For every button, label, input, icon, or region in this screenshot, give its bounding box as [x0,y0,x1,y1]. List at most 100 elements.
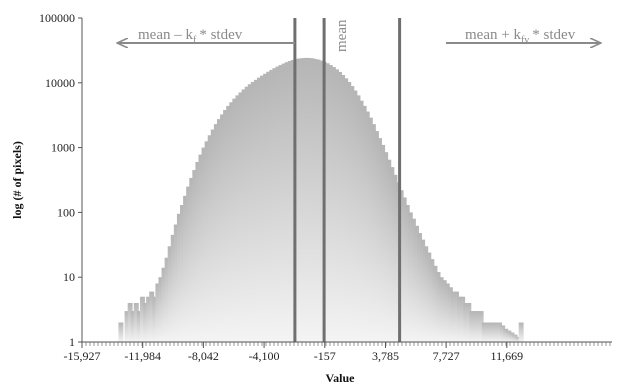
histogram-bar [161,267,167,342]
histogram-bar [210,129,216,342]
histogram-bar [204,141,210,342]
histogram-bar [515,336,521,342]
histogram-bar [290,59,296,342]
histogram-bar [414,225,419,342]
x-tick-label: -11,984 [124,349,161,363]
histogram-bar [450,291,456,342]
x-tick-label: 7,727 [433,349,460,363]
x-tick-label: -15,927 [64,349,101,363]
histogram-bar [358,100,364,342]
histogram-bar [392,174,398,342]
histogram-bar [432,265,438,342]
histogram-bar [506,330,512,342]
histogram-bar [223,110,229,342]
histogram-bar [226,105,232,343]
histogram-bar [410,218,416,342]
left-annotation: mean – kf * stdev [138,27,243,46]
histogram-bar [364,111,370,342]
y-tick-label: 100 [57,205,75,219]
y-tick-label: 1 [69,335,75,349]
histogram-bar [420,239,426,342]
y-tick-label: 1000 [51,141,75,155]
histogram-bar [343,78,349,342]
histogram-bar [333,69,339,343]
histogram-bar [309,58,315,342]
y-tick-label: 10 [63,270,75,284]
histogram-bar [404,205,410,342]
histogram-bar [127,302,133,342]
histogram-bar [167,246,173,342]
histogram-bar [278,65,284,342]
histogram-bar [380,144,386,342]
histogram-bar [186,186,192,342]
histogram-bar [318,60,324,343]
histogram-bar [176,213,182,342]
histogram-bar [293,59,299,343]
histogram-bar [118,322,124,342]
histogram-bar [253,79,259,343]
histogram-bar [423,246,429,342]
histogram-bar [435,272,441,342]
histogram-bar [275,66,281,342]
histogram-bar [494,322,500,342]
histogram-bar [139,296,145,342]
histogram-bar [349,86,355,342]
histogram-bar [241,89,247,343]
histogram-bar [281,63,287,342]
histogram-bar [284,62,290,342]
histogram-bar [324,63,330,342]
histogram-bar [367,117,373,342]
histogram-bar [207,135,213,342]
histogram-bar [213,124,219,342]
histogram-bar [383,152,389,342]
histogram-bar [377,138,382,342]
histogram-bar [263,73,269,343]
histogram-bar [330,67,336,343]
histogram-bar [373,131,379,342]
histogram-bar [337,71,342,343]
histogram-bar [260,75,265,342]
histogram-bar [152,296,158,342]
histogram-bar [220,114,225,343]
histogram-bar [189,177,195,342]
y-axis-title: log (# of pixels) [10,141,24,219]
y-tick-label: 100000 [39,11,75,25]
histogram-bar [401,197,407,342]
histogram-bar [361,105,367,343]
histogram-bar [327,65,333,342]
histogram-bar [195,161,201,342]
right-annotation: mean + kfv * stdev [465,27,576,46]
histogram-bar [457,296,463,342]
histogram-bar [306,57,312,343]
histogram-bar [512,334,518,342]
histogram-bar [155,283,161,342]
histogram-bar [475,311,481,342]
x-tick-label: -4,100 [249,349,280,363]
histogram-bar [386,159,392,342]
histogram-bar [454,291,459,342]
histogram-bar [256,77,262,343]
histogram-bar [312,58,318,343]
histogram-bar [426,252,432,342]
histogram-bar [466,302,472,342]
histogram-bar [303,57,309,343]
x-axis-title: Value [326,371,356,385]
histogram-bar [198,154,204,342]
histogram-bar [297,58,302,343]
histogram-bar [158,277,164,342]
histogram-bar [444,283,450,342]
mean-annotation: mean [334,19,350,52]
histogram-bar [438,277,444,342]
x-tick-label: -157 [314,349,336,363]
histogram-bar [460,296,466,342]
histogram-bar [417,233,423,342]
histogram-bar [124,311,130,342]
histogram-bar [170,234,176,342]
x-tick-label: 11,669 [491,349,524,363]
histogram-bar [481,322,487,342]
histogram-bar [447,287,453,342]
histogram-bar [238,92,244,342]
histogram-bar [133,302,139,342]
histogram-bar [500,325,506,342]
